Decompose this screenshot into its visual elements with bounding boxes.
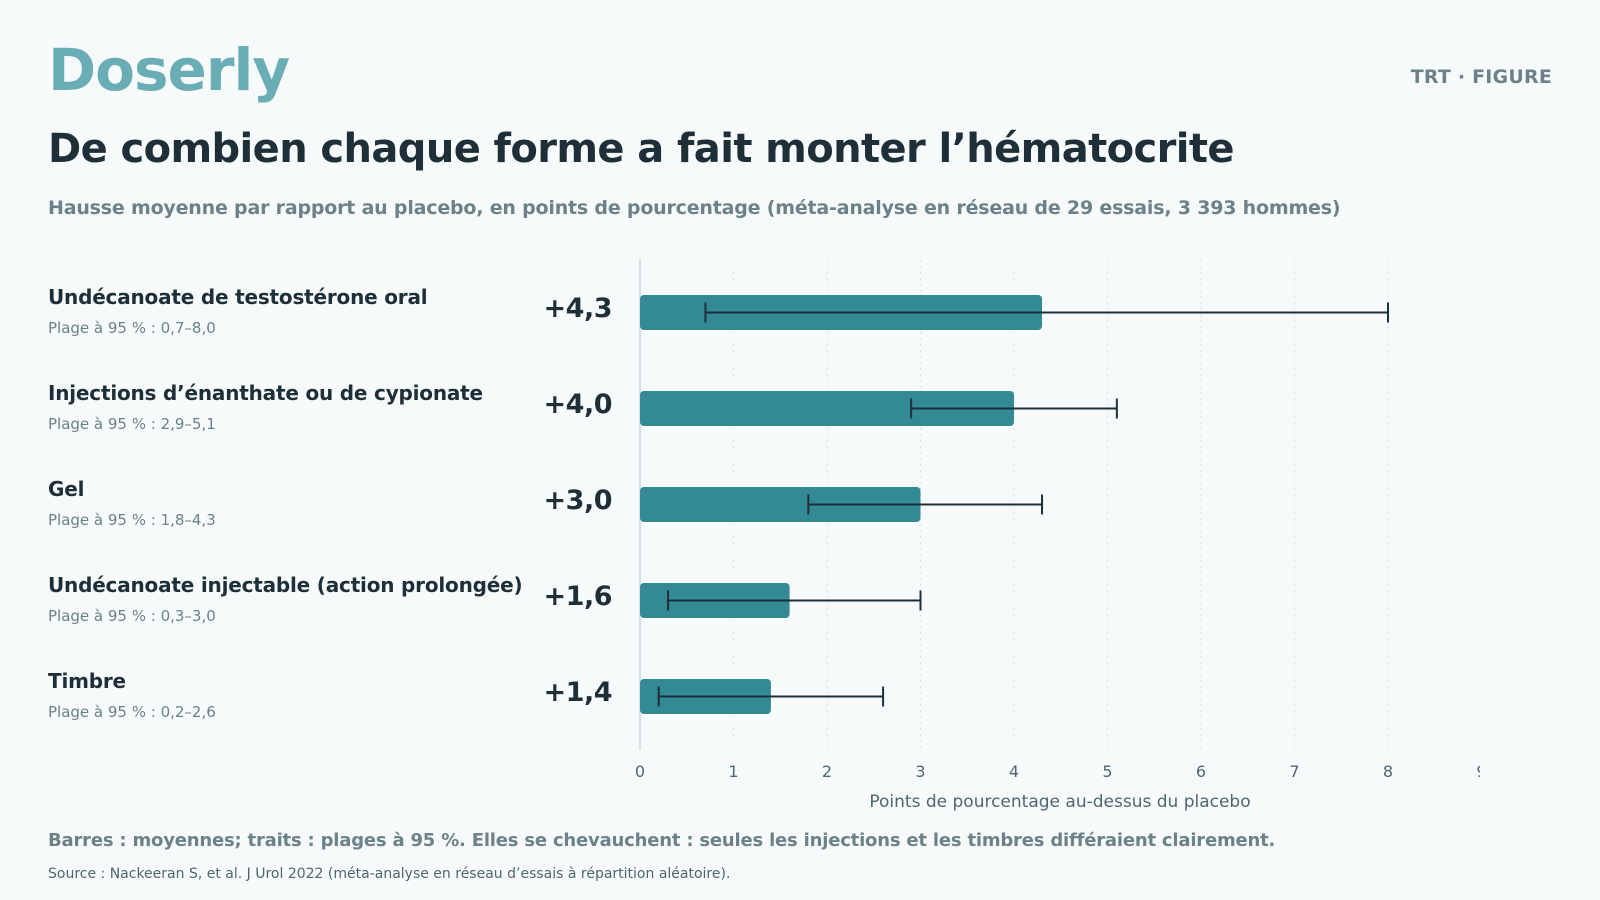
row-label: Undécanoate de testostérone oral Plage à … — [48, 285, 428, 337]
x-tick-label: 1 — [728, 762, 738, 781]
ci-label: Plage à 95 % : 2,9–5,1 — [48, 415, 216, 433]
row-label: Undécanoate injectable (action prolongée… — [48, 573, 523, 625]
x-tick-label: 4 — [1009, 762, 1019, 781]
x-tick-label: 0 — [635, 762, 645, 781]
value-label: +3,0 — [543, 485, 613, 516]
x-tick-label: 3 — [915, 762, 925, 781]
category-label: Timbre — [48, 669, 126, 693]
x-tick-label: 2 — [822, 762, 832, 781]
category-label: Gel — [48, 477, 85, 501]
category-label: Undécanoate injectable (action prolongée… — [48, 573, 523, 597]
bar — [640, 487, 921, 522]
ci-label: Plage à 95 % : 0,3–3,0 — [48, 607, 216, 625]
value-label: +4,0 — [543, 389, 613, 420]
value-label: +4,3 — [543, 293, 613, 324]
chart-source: Source : Nackeeran S, et al. J Urol 2022… — [48, 866, 731, 882]
bar-chart: 0 1 2 3 4 5 6 7 8 9 — [635, 260, 1480, 781]
chart-note: Barres : moyennes; traits : plages à 95 … — [48, 830, 1276, 851]
x-tick-label: 9 — [1476, 762, 1480, 781]
category-label: Injections d’énanthate ou de cypionate — [48, 381, 483, 405]
x-tick-label: 5 — [1102, 762, 1112, 781]
x-tick-label: 8 — [1383, 762, 1393, 781]
x-tick-label: 7 — [1289, 762, 1299, 781]
value-label: +1,6 — [543, 581, 613, 612]
x-tick-label: 6 — [1196, 762, 1206, 781]
ci-label: Plage à 95 % : 0,2–2,6 — [48, 703, 216, 721]
chart-subtitle: Hausse moyenne par rapport au placebo, e… — [48, 197, 1341, 219]
x-axis-label: Points de pourcentage au-dessus du place… — [869, 792, 1251, 812]
row-label: Gel Plage à 95 % : 1,8–4,3 — [48, 477, 216, 529]
row-label: Injections d’énanthate ou de cypionate Pl… — [48, 381, 483, 433]
figure-tag: TRT · FIGURE — [1410, 66, 1552, 88]
bar — [640, 391, 1014, 426]
category-label: Undécanoate de testostérone oral — [48, 285, 428, 309]
chart-title: De combien chaque forme a fait monter l’… — [48, 126, 1234, 172]
ci-label: Plage à 95 % : 0,7–8,0 — [48, 319, 216, 337]
row-label: Timbre Plage à 95 % : 0,2–2,6 — [48, 669, 216, 721]
ci-label: Plage à 95 % : 1,8–4,3 — [48, 511, 216, 529]
value-label: +1,4 — [543, 677, 613, 708]
brand-logo: Doserly — [48, 36, 290, 104]
